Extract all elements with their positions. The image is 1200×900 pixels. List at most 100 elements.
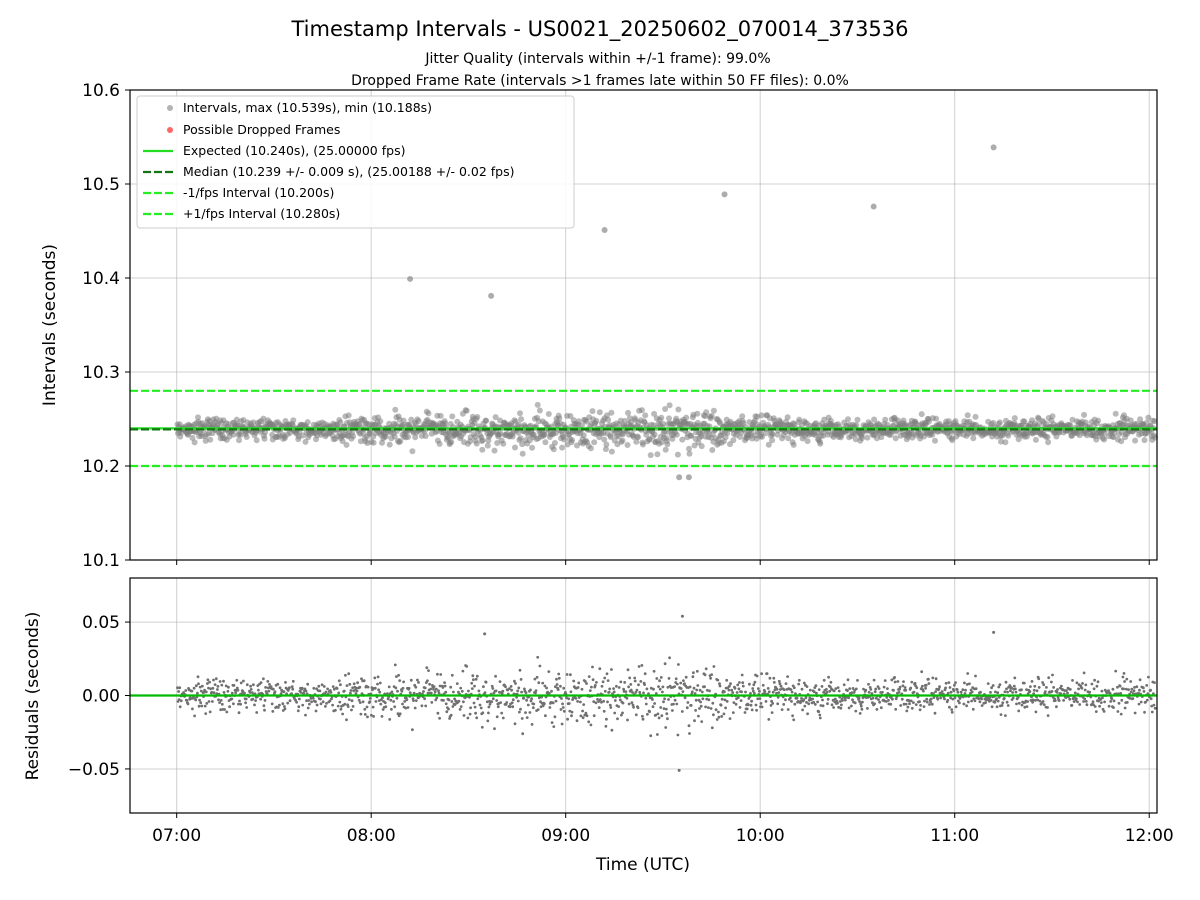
residual-point <box>622 687 625 691</box>
residual-point <box>311 696 315 700</box>
residual-point <box>592 700 596 703</box>
interval-outlier-point <box>721 191 728 198</box>
residual-point <box>819 704 823 707</box>
residual-point <box>560 722 564 726</box>
residual-point <box>204 690 208 694</box>
residual-point <box>633 676 637 680</box>
residual-point <box>276 706 280 709</box>
interval-outlier-point <box>990 144 997 151</box>
residual-point <box>836 686 840 689</box>
residual-point <box>554 699 558 703</box>
chart-subtitle-jitter: Jitter Quality (intervals within +/-1 fr… <box>424 51 770 67</box>
residual-point <box>1150 704 1154 708</box>
residual-point <box>655 677 659 680</box>
residual-point <box>821 698 824 702</box>
residual-point <box>814 684 818 688</box>
interval-point <box>500 440 507 447</box>
residual-point <box>808 688 812 692</box>
residual-point <box>520 690 523 694</box>
interval-point <box>659 420 666 427</box>
residual-point <box>336 704 340 708</box>
residual-point <box>946 698 950 702</box>
residual-point <box>1033 684 1037 688</box>
residual-point <box>688 732 691 735</box>
residual-point <box>354 692 358 695</box>
residual-point <box>521 732 525 736</box>
interval-points <box>174 144 1159 481</box>
residual-point <box>1111 687 1115 691</box>
residual-point <box>704 667 708 671</box>
residual-point <box>930 702 934 706</box>
residual-point <box>639 680 643 683</box>
residual-point <box>403 700 407 703</box>
x-ticks: 07:00 08:00 09:00 10:00 11:00 12:00 <box>152 560 1174 846</box>
residual-point <box>379 702 383 706</box>
residual-point <box>468 712 472 716</box>
residual-point <box>874 687 878 691</box>
residual-point <box>1009 689 1012 693</box>
residual-point <box>584 711 588 715</box>
residual-point <box>710 673 714 676</box>
residual-point <box>249 688 253 691</box>
residual-point <box>345 718 348 722</box>
residual-point <box>225 710 229 714</box>
residual-point <box>746 703 750 707</box>
residual-point <box>281 702 285 706</box>
residual-point <box>885 696 889 699</box>
interval-point <box>638 407 645 414</box>
residual-point <box>398 679 402 682</box>
residual-point <box>201 684 204 688</box>
residual-point <box>1025 688 1028 691</box>
interval-point <box>763 430 769 437</box>
residual-point <box>363 707 367 711</box>
residual-point <box>995 705 999 709</box>
residual-point <box>514 682 517 685</box>
residual-point <box>555 677 558 681</box>
residual-point <box>296 709 300 713</box>
legend-label-minus-fps: -1/fps Interval (10.200s) <box>183 185 334 200</box>
residual-point <box>790 700 793 703</box>
residual-point <box>952 689 956 693</box>
x-axis-label: Time (UTC) <box>595 855 690 875</box>
residual-point <box>477 689 481 693</box>
residual-point <box>789 696 792 700</box>
residual-point <box>496 705 500 709</box>
residual-point <box>970 699 973 703</box>
residual-point <box>636 706 640 710</box>
residual-point <box>1073 691 1077 695</box>
residual-point <box>1112 706 1115 709</box>
residual-point <box>426 679 429 683</box>
residual-point <box>1153 681 1156 684</box>
residual-point <box>1030 680 1034 683</box>
residual-point <box>753 692 756 695</box>
residual-point <box>782 688 786 692</box>
residual-point <box>725 700 729 703</box>
interval-point <box>474 414 481 420</box>
top-y-tick-label: 10.6 <box>82 81 120 101</box>
interval-point <box>370 439 377 446</box>
residual-point <box>663 697 666 701</box>
residual-point <box>346 705 350 708</box>
residual-point <box>351 686 354 690</box>
residual-point <box>1101 707 1105 711</box>
residual-point <box>337 679 341 683</box>
residual-point <box>428 682 431 686</box>
residual-point <box>339 683 342 687</box>
residual-point <box>1003 690 1007 694</box>
residual-point <box>581 716 585 720</box>
residual-point <box>230 691 234 695</box>
residual-point <box>883 679 887 682</box>
residual-point <box>619 680 623 684</box>
residual-point <box>828 689 832 693</box>
interval-point <box>483 417 490 424</box>
residual-point <box>569 673 572 677</box>
residual-point <box>279 692 283 695</box>
residual-point <box>631 691 634 694</box>
top-y-ticks: 10.1 10.2 10.3 10.4 10.5 10.6 <box>82 81 130 571</box>
residual-point <box>585 714 589 718</box>
residual-point <box>869 688 873 691</box>
interval-point <box>608 448 615 455</box>
residual-points <box>176 614 1157 772</box>
residual-point <box>345 684 349 687</box>
residual-point <box>904 702 908 706</box>
